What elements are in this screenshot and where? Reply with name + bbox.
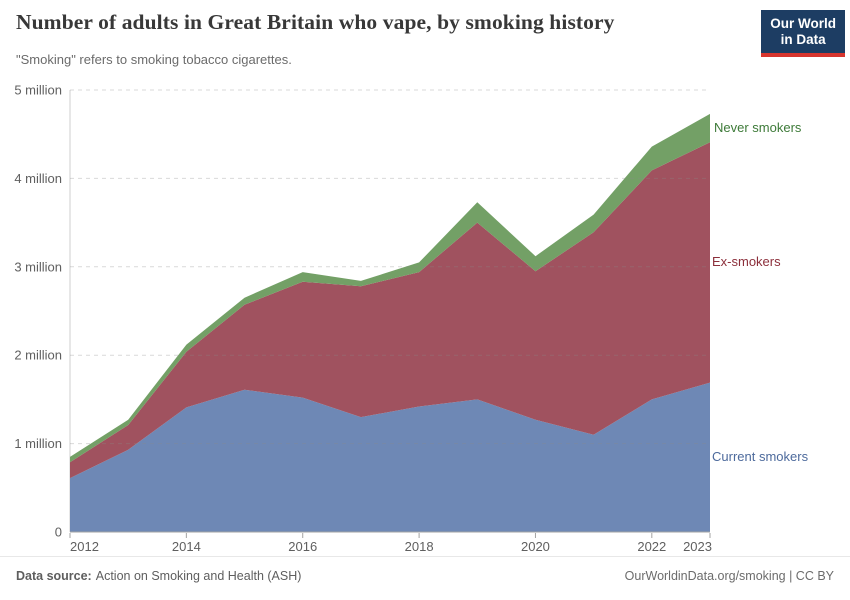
x-tick-label-2016: 2016 xyxy=(288,539,317,554)
series-label-current-smokers[interactable]: Current smokers xyxy=(712,449,809,464)
y-tick-label-3: 3 million xyxy=(14,259,62,274)
y-tick-label-4: 4 million xyxy=(14,171,62,186)
x-tick-label-2014: 2014 xyxy=(172,539,201,554)
y-tick-label-0: 0 xyxy=(55,525,62,540)
footer-divider xyxy=(0,556,850,557)
data-source-label: Data source: xyxy=(16,569,92,583)
x-tick-label-2012: 2012 xyxy=(70,539,99,554)
credit-link[interactable]: OurWorldinData.org/smoking | CC BY xyxy=(624,569,834,583)
x-tick-label-2020: 2020 xyxy=(521,539,550,554)
chart-title: Number of adults in Great Britain who va… xyxy=(16,10,615,34)
area-ex-smokers[interactable] xyxy=(70,142,710,479)
owid-logo-line1: Our World xyxy=(770,16,836,31)
series-label-never-smokers[interactable]: Never smokers xyxy=(714,120,802,135)
x-tick-label-2022: 2022 xyxy=(637,539,666,554)
chart-subtitle: "Smoking" refers to smoking tobacco ciga… xyxy=(16,52,292,67)
series-label-ex-smokers[interactable]: Ex-smokers xyxy=(712,254,781,269)
area-current-smokers[interactable] xyxy=(70,382,710,532)
owid-logo[interactable]: Our World in Data xyxy=(761,10,845,58)
y-tick-label-1: 1 million xyxy=(14,436,62,451)
y-tick-label-5: 5 million xyxy=(14,83,62,98)
owid-logo-line2: in Data xyxy=(780,32,826,48)
y-tick-label-2: 2 million xyxy=(14,348,62,363)
data-source-value: Action on Smoking and Health (ASH) xyxy=(95,569,302,583)
x-tick-label-2018: 2018 xyxy=(405,539,434,554)
x-tick-label-2023: 2023 xyxy=(683,539,712,554)
data-source: Data source: Action on Smoking and Health… xyxy=(16,569,301,583)
